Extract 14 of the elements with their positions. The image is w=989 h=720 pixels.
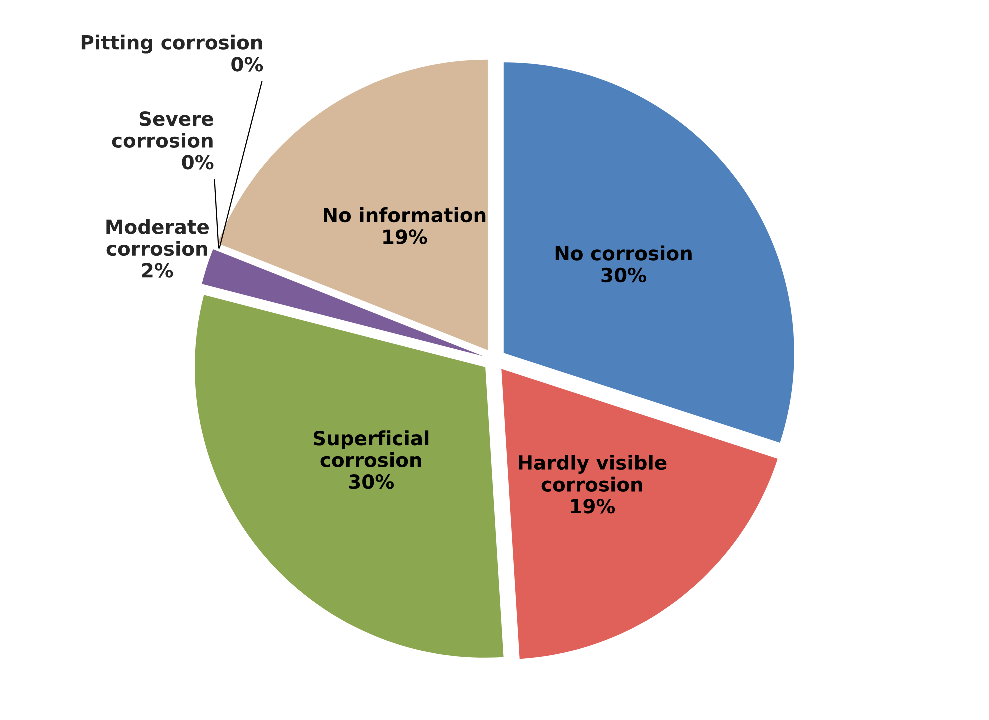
- data-label: 19%: [384, 230, 428, 244]
- category-label: Severe corrosion: [112, 112, 214, 148]
- category-label: Pitting corrosion: [82, 34, 262, 54]
- slice-label: No information: [324, 208, 486, 223]
- data-label: 19%: [571, 499, 616, 514]
- slice-label: No corrosion: [556, 246, 692, 261]
- slice-label: Superficial corrosion: [314, 430, 429, 468]
- slice-label: Hardly visible corrosion: [519, 454, 667, 492]
- text: 0%: [182, 155, 214, 170]
- data-label: 2%: [142, 263, 174, 278]
- data-label: 30%: [602, 268, 646, 283]
- data-label: 30%: [349, 474, 394, 490]
- text: 0%: [232, 57, 264, 72]
- slice-label: Moderate corrosion: [106, 219, 209, 256]
